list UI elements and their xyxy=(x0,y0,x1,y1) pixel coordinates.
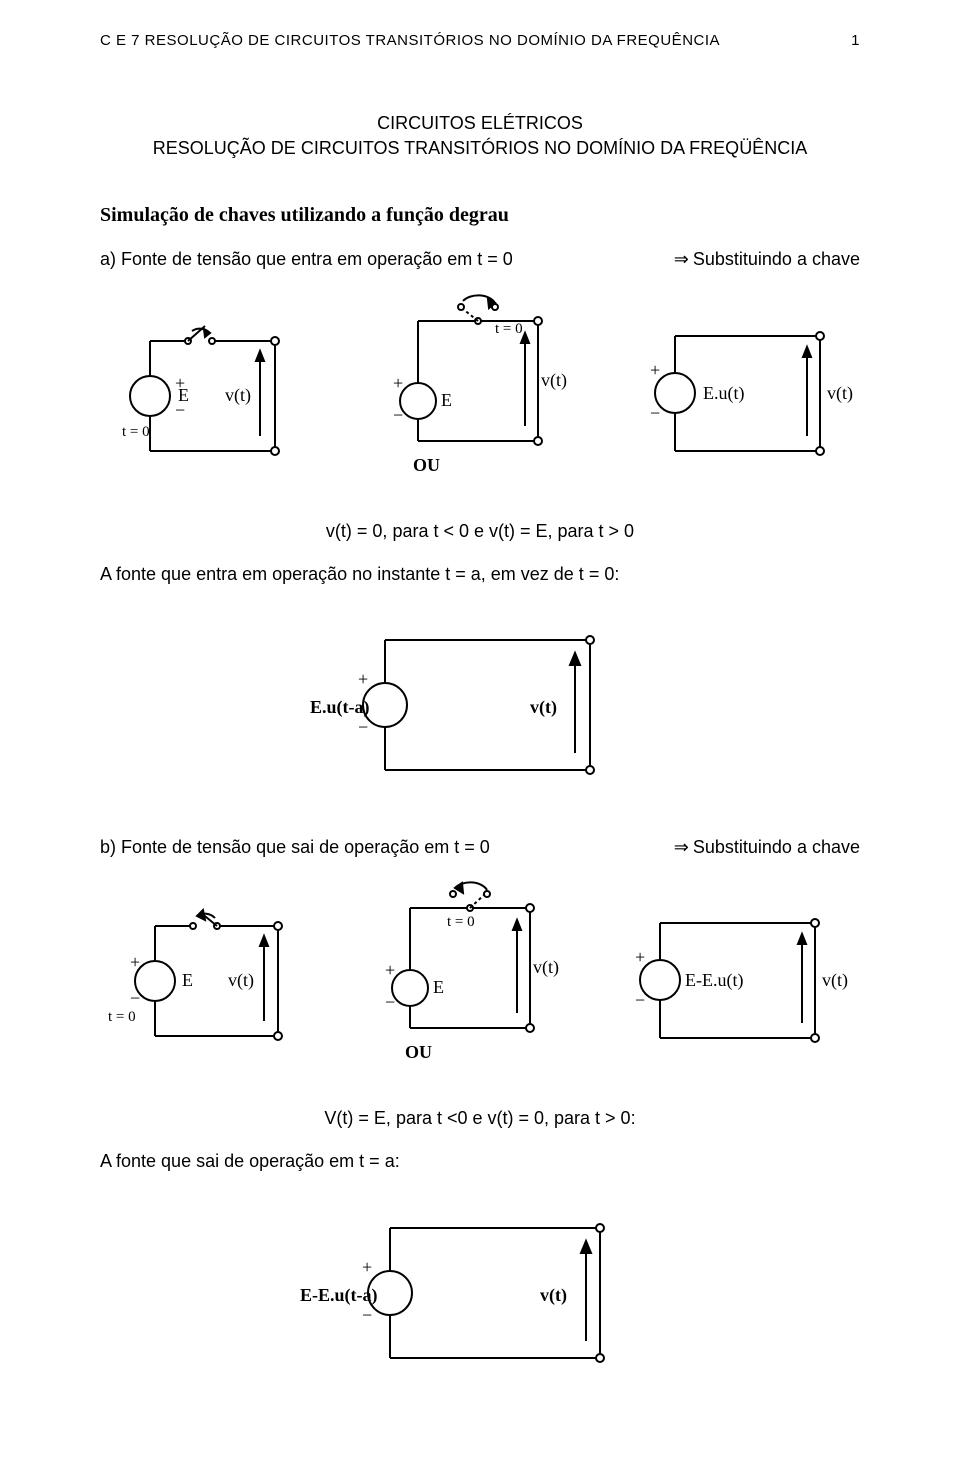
label-Eut: E.u(t) xyxy=(703,383,744,404)
diagram-a-shift: + − E.u(t-a) v(t) xyxy=(100,605,860,805)
diagram-row-a1: t = 0 + E − v(t) t = 0 xyxy=(100,291,860,491)
circuit-switch-source-b: t = 0 + E − v(t) xyxy=(100,886,310,1071)
label-minus: − xyxy=(650,403,660,423)
label-minus: − xyxy=(635,990,645,1010)
label-t0: t = 0 xyxy=(122,424,150,440)
label-plus: + xyxy=(358,669,368,689)
label-vt: v(t) xyxy=(827,383,853,404)
circuit-switch-source-a: t = 0 + E − v(t) xyxy=(100,301,310,481)
label-minus: − xyxy=(175,400,185,420)
page-number: 1 xyxy=(851,30,860,51)
label-ou: OU xyxy=(413,455,440,475)
document-title: CIRCUITOS ELÉTRICOS RESOLUÇÃO DE CIRCUIT… xyxy=(100,111,860,161)
circuit-switch-source-a-alt: t = 0 + E − v(t) OU xyxy=(363,291,573,491)
label-vt: v(t) xyxy=(540,1285,567,1306)
item-a-shift: A fonte que entra em operação no instant… xyxy=(100,562,860,587)
label-vt: v(t) xyxy=(822,970,848,991)
circuit-equivalent-a: + − E.u(t) v(t) xyxy=(625,301,860,481)
label-t0: t = 0 xyxy=(447,914,475,930)
label-plus: + xyxy=(130,952,140,972)
circuit-switch-source-b-alt: t = 0 + E − v(t) OU xyxy=(355,878,565,1078)
item-a: a) Fonte de tensão que entra em operação… xyxy=(100,247,860,272)
item-b-result: Substituindo a chave xyxy=(693,835,860,860)
label-vt: v(t) xyxy=(533,957,559,978)
implies-arrow: ⇒ xyxy=(654,835,693,860)
label-minus: − xyxy=(385,992,395,1012)
implies-arrow: ⇒ xyxy=(654,247,693,272)
label-vt: v(t) xyxy=(225,385,251,406)
item-b: b) Fonte de tensão que sai de operação e… xyxy=(100,835,860,860)
circuit-equivalent-b: + − E-E.u(t) v(t) xyxy=(610,888,860,1068)
label-plus: + xyxy=(362,1257,372,1277)
item-a-piecewise: v(t) = 0, para t < 0 e v(t) = E, para t … xyxy=(100,519,860,544)
title-line-1: CIRCUITOS ELÉTRICOS xyxy=(100,111,860,136)
label-plus: + xyxy=(650,360,660,380)
item-b-piecewise: V(t) = E, para t <0 e v(t) = 0, para t >… xyxy=(100,1106,860,1131)
label-plus: + xyxy=(393,373,403,393)
label-ou: OU xyxy=(405,1042,432,1062)
label-plus: + xyxy=(635,947,645,967)
label-minus: − xyxy=(130,988,140,1008)
label-Euta: E.u(t-a) xyxy=(310,697,370,718)
item-a-label: a) Fonte de tensão que entra em operação… xyxy=(100,247,513,272)
label-t0: t = 0 xyxy=(108,1009,136,1025)
running-header: C E 7 RESOLUÇÃO DE CIRCUITOS TRANSITÓRIO… xyxy=(100,30,860,51)
label-vt: v(t) xyxy=(228,970,254,991)
label-vt: v(t) xyxy=(530,697,557,718)
item-b-shift: A fonte que sai de operação em t = a: xyxy=(100,1149,860,1174)
label-t0: t = 0 xyxy=(495,321,523,337)
item-b-label: b) Fonte de tensão que sai de operação e… xyxy=(100,835,490,860)
diagram-b-shift: + − E-E.u(t-a) v(t) xyxy=(100,1193,860,1393)
diagram-row-b1: t = 0 + E − v(t) t = 0 + E − v(t) OU xyxy=(100,878,860,1078)
label-EmEuta: E-E.u(t-a) xyxy=(300,1285,378,1306)
label-E: E xyxy=(182,970,193,990)
header-left: C E 7 RESOLUÇÃO DE CIRCUITOS TRANSITÓRIO… xyxy=(100,30,720,51)
title-line-2: RESOLUÇÃO DE CIRCUITOS TRANSITÓRIOS NO D… xyxy=(100,136,860,161)
label-minus: − xyxy=(393,405,403,425)
label-E: E xyxy=(441,390,452,410)
label-EmEut: E-E.u(t) xyxy=(685,970,743,991)
label-minus: − xyxy=(362,1305,372,1325)
section-heading-simulation: Simulação de chaves utilizando a função … xyxy=(100,201,860,229)
label-vt: v(t) xyxy=(541,370,567,391)
item-a-result: Substituindo a chave xyxy=(693,247,860,272)
label-E: E xyxy=(433,977,444,997)
label-plus: + xyxy=(385,960,395,980)
label-minus: − xyxy=(358,717,368,737)
